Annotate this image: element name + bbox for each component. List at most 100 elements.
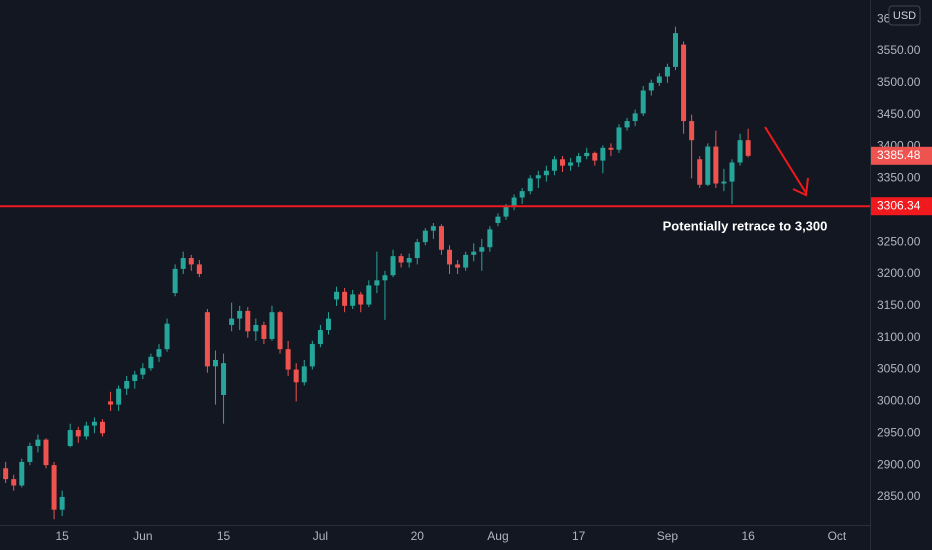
candle-body <box>148 356 154 369</box>
candle-body <box>374 280 380 286</box>
x-tick-label: Sep <box>657 529 679 543</box>
y-tick-label: 3450.00 <box>877 107 921 121</box>
currency-label: USD <box>893 10 916 22</box>
candle-body <box>592 152 598 161</box>
candle-body <box>27 445 33 462</box>
candle-body <box>358 294 364 305</box>
candle-body <box>543 170 549 176</box>
candle-body <box>560 159 566 166</box>
candle-body <box>196 264 202 274</box>
y-tick-label: 2900.00 <box>877 457 921 471</box>
candle-body <box>527 178 533 192</box>
candle-body <box>737 140 743 163</box>
candle-body <box>172 268 178 294</box>
candle-body <box>180 258 186 269</box>
candle-body <box>51 465 57 510</box>
x-tick-label: Oct <box>828 529 847 543</box>
candle-body <box>309 344 315 367</box>
y-tick-label: 2950.00 <box>877 425 921 439</box>
candle-body <box>681 44 687 122</box>
candle-body <box>463 254 469 268</box>
candle-body <box>156 349 162 357</box>
y-tick-label: 3550.00 <box>877 43 921 57</box>
candle-body <box>67 430 73 446</box>
candle-body <box>713 146 719 184</box>
y-tick-label: 2850.00 <box>877 489 921 503</box>
candle-body <box>19 461 25 486</box>
candle-body <box>511 197 517 208</box>
candle-body <box>124 381 130 389</box>
y-tick-label: 3350.00 <box>877 171 921 185</box>
last-price-box <box>871 146 932 165</box>
candle-body <box>350 294 356 306</box>
candle-body <box>269 312 275 339</box>
candle-body <box>664 66 670 77</box>
candle-body <box>535 175 541 179</box>
y-tick-label: 3500.00 <box>877 75 921 89</box>
candle-body <box>317 330 323 345</box>
x-tick-label: 16 <box>741 529 755 543</box>
candle-body <box>261 324 267 339</box>
x-tick-label: Aug <box>487 529 508 543</box>
arrow-head <box>792 177 809 197</box>
candle-body <box>285 349 291 370</box>
candle-body <box>697 159 703 185</box>
candle-body <box>164 323 170 350</box>
candle-body <box>487 229 493 248</box>
y-tick-label: 3200.00 <box>877 266 921 280</box>
candle-body <box>414 242 420 259</box>
candle-body <box>406 258 412 263</box>
candle-body <box>551 159 557 171</box>
candle-body <box>43 439 49 466</box>
candle-body <box>382 275 388 281</box>
candle-body <box>35 439 41 446</box>
candle-body <box>729 162 735 182</box>
candle-body <box>140 368 146 375</box>
candle-body <box>301 366 307 383</box>
candle-body <box>212 359 218 367</box>
candle-body <box>705 146 711 185</box>
candle-body <box>229 318 235 325</box>
candle-body <box>438 226 444 250</box>
candle-body <box>430 226 436 231</box>
candle-body <box>624 121 630 128</box>
candle-body <box>600 147 606 161</box>
candle-body <box>342 291 348 306</box>
candle-body <box>422 230 428 243</box>
candles <box>0 26 751 520</box>
candle-body <box>325 318 331 331</box>
y-tick-label: 3150.00 <box>877 298 921 312</box>
candle-body <box>745 140 751 156</box>
candle-body <box>568 162 574 166</box>
x-tick-label: 15 <box>55 529 69 543</box>
candle-body <box>503 207 509 217</box>
candle-body <box>204 312 210 367</box>
x-tick-label: 17 <box>572 529 586 543</box>
candle-body <box>59 496 65 510</box>
candle-body <box>479 247 485 252</box>
candle-body <box>237 310 243 319</box>
level-label: 3306.34 <box>877 198 921 212</box>
x-tick-label: 20 <box>411 529 425 543</box>
candle-body <box>455 264 461 268</box>
candle-body <box>3 468 9 480</box>
last-price-label: 3385.48 <box>877 148 921 162</box>
candle-body <box>656 76 662 83</box>
y-tick-label: 3050.00 <box>877 362 921 376</box>
level-label-box <box>871 197 932 216</box>
candle-body <box>366 285 372 305</box>
candle-body <box>99 421 105 434</box>
candle-body <box>576 156 582 163</box>
candle-body <box>108 401 114 405</box>
candle-body <box>91 421 97 426</box>
candle-body <box>471 251 477 255</box>
candle-body <box>608 147 614 150</box>
annotation: Potentially retrace to 3,300 <box>663 218 828 233</box>
candle-body <box>398 256 404 263</box>
candle-body <box>648 82 654 91</box>
arrow-shaft <box>764 126 807 194</box>
candle-body <box>447 249 453 265</box>
